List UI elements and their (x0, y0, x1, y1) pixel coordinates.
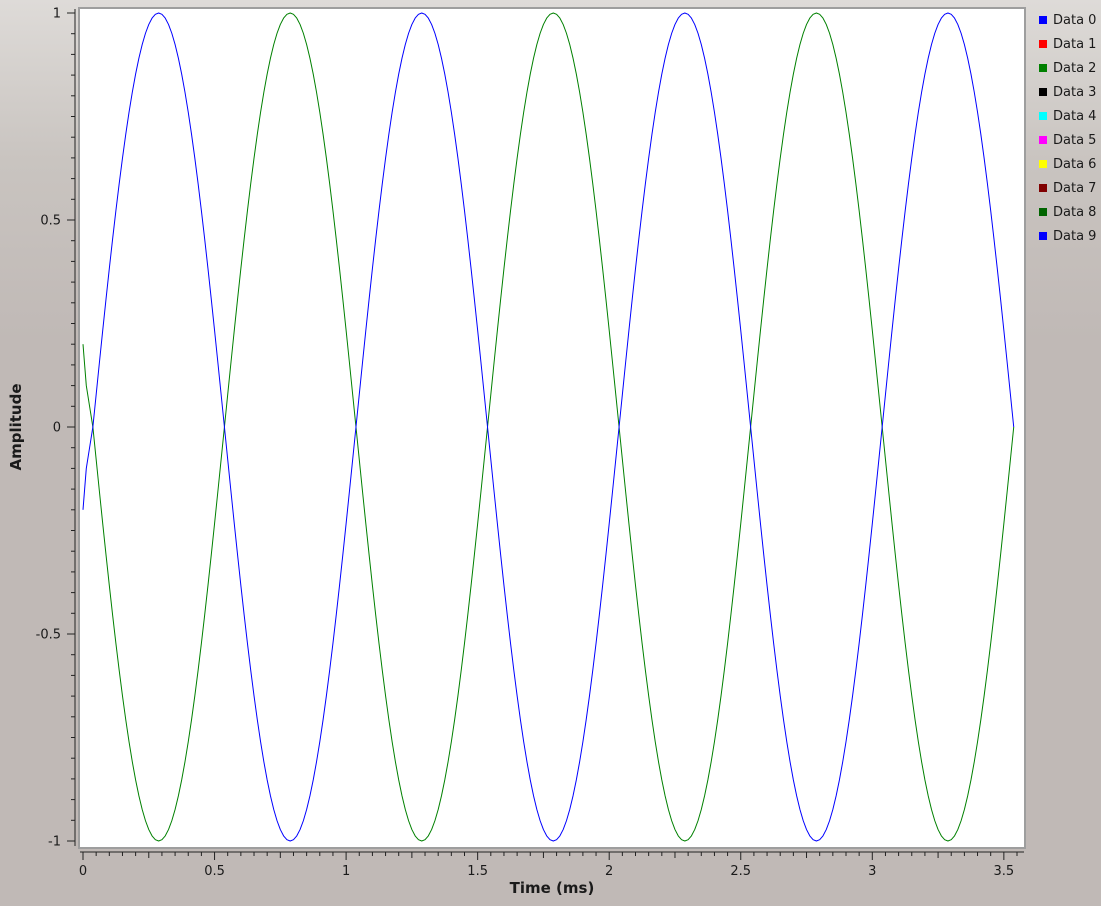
x-tick-label: 0 (79, 864, 87, 879)
y-axis: 1 0.5 0 -0.5 -1 Amplitude (7, 7, 76, 850)
legend-item[interactable]: Data 4 (1035, 104, 1101, 128)
legend-swatch-icon (1039, 16, 1047, 24)
x-tick-label: 3.5 (994, 864, 1015, 879)
legend-label: Data 0 (1053, 12, 1097, 28)
legend-item[interactable]: Data 2 (1035, 56, 1101, 80)
legend-label: Data 9 (1053, 228, 1097, 244)
series-group (82, 12, 1015, 842)
legend-label: Data 2 (1053, 60, 1097, 76)
legend-item[interactable]: Data 9 (1035, 224, 1101, 248)
series-line-data-0 (82, 12, 1015, 842)
plot-area (80, 9, 1024, 847)
x-axis: 0 0.5 1 1.5 2 2.5 3 3.5 Time (ms) (79, 851, 1024, 897)
legend-swatch-icon (1039, 64, 1047, 72)
legend-label: Data 6 (1053, 156, 1097, 172)
legend-swatch-icon (1039, 88, 1047, 96)
x-axis-tick-labels: 0 0.5 1 1.5 2 2.5 3 3.5 (79, 864, 1014, 879)
legend-label: Data 5 (1053, 132, 1097, 148)
x-tick-label: 1.5 (467, 864, 488, 879)
x-tick-label: 3 (868, 864, 876, 879)
legend-label: Data 4 (1053, 108, 1097, 124)
y-axis-title: Amplitude (7, 383, 25, 470)
y-tick-label: -0.5 (36, 628, 61, 643)
legend: Data 0 Data 1 Data 2 Data 3 Data 4 Data 5 Data… (1035, 8, 1101, 248)
y-axis-ticks (67, 12, 75, 842)
y-tick-label: 0.5 (40, 214, 61, 229)
legend-swatch-icon (1039, 112, 1047, 120)
x-tick-label: 1 (342, 864, 350, 879)
legend-swatch-icon (1039, 136, 1047, 144)
x-tick-label: 0.5 (204, 864, 225, 879)
legend-swatch-icon (1039, 232, 1047, 240)
legend-label: Data 3 (1053, 84, 1097, 100)
legend-item[interactable]: Data 8 (1035, 200, 1101, 224)
x-tick-label: 2 (605, 864, 613, 879)
x-tick-label: 2.5 (730, 864, 751, 879)
legend-swatch-icon (1039, 40, 1047, 48)
legend-item[interactable]: Data 7 (1035, 176, 1101, 200)
legend-swatch-icon (1039, 160, 1047, 168)
legend-swatch-icon (1039, 208, 1047, 216)
y-tick-label: -1 (48, 835, 61, 850)
legend-item[interactable]: Data 5 (1035, 128, 1101, 152)
legend-label: Data 8 (1053, 204, 1097, 220)
legend-item[interactable]: Data 1 (1035, 32, 1101, 56)
x-axis-ticks (82, 852, 1018, 860)
legend-label: Data 7 (1053, 180, 1097, 196)
series-line-data-2 (82, 12, 1015, 842)
x-axis-title: Time (ms) (510, 879, 595, 897)
legend-item[interactable]: Data 6 (1035, 152, 1101, 176)
legend-label: Data 1 (1053, 36, 1097, 52)
legend-swatch-icon (1039, 184, 1047, 192)
y-tick-label: 0 (53, 421, 61, 436)
legend-item[interactable]: Data 3 (1035, 80, 1101, 104)
y-axis-tick-labels: 1 0.5 0 -0.5 -1 (36, 7, 61, 850)
legend-item[interactable]: Data 0 (1035, 8, 1101, 32)
y-tick-label: 1 (53, 7, 61, 22)
